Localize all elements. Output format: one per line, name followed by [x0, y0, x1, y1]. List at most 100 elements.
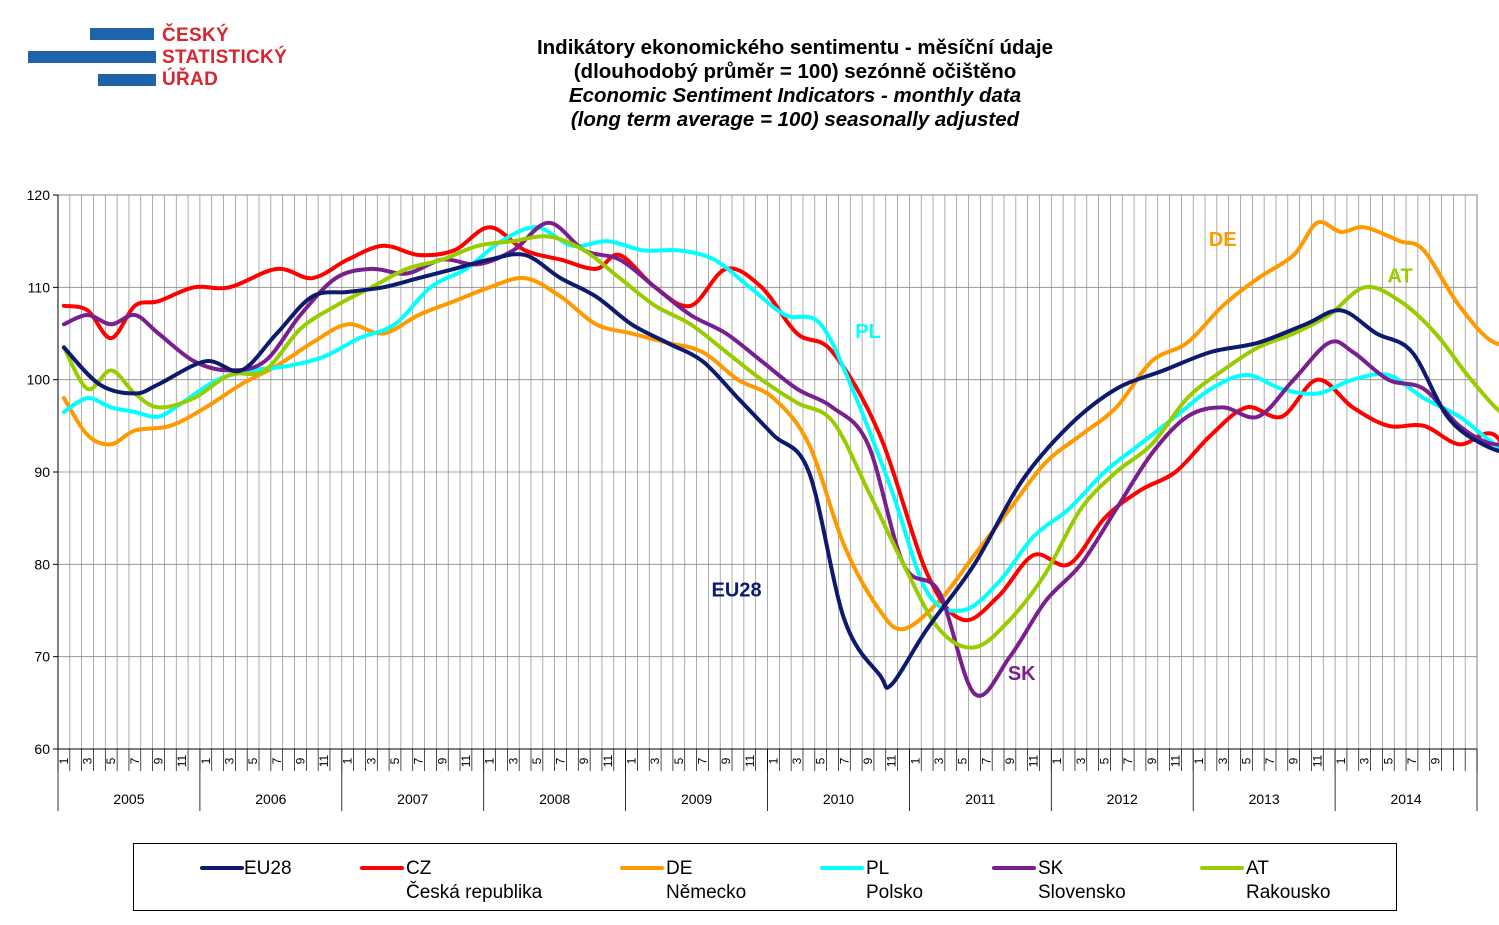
series-line-eu28: [61, 252, 1499, 690]
legend-swatch: [360, 866, 404, 870]
logo-line-1: ČESKÝ: [162, 25, 229, 46]
legend-swatch: [1200, 866, 1244, 870]
x-month-label: 1: [766, 757, 780, 764]
x-month-label: 11: [1310, 754, 1324, 767]
x-month-label: 7: [837, 757, 851, 764]
x-month-label: 11: [601, 754, 615, 767]
legend-code: DE: [666, 858, 693, 879]
x-month-label: 1: [1050, 757, 1064, 764]
x-month-label: 3: [222, 757, 236, 764]
legend-name: Německo: [666, 882, 747, 903]
title-line-3: Economic Sentiment Indicators - monthly …: [568, 84, 1022, 107]
legend-swatch: [820, 866, 864, 870]
y-tick-label: 120: [27, 187, 51, 203]
series-lines: [61, 219, 1499, 698]
legend: EU28 CZ Česká republika DE Německo PL Po…: [133, 843, 1397, 911]
y-tick-label: 100: [27, 372, 51, 388]
x-month-label: 3: [648, 757, 662, 764]
x-month-label: 3: [506, 757, 520, 764]
x-month-label: 11: [317, 754, 331, 767]
x-month-label: 1: [57, 757, 71, 764]
x-month-label: 9: [152, 757, 166, 764]
legend-code: CZ: [406, 858, 432, 879]
x-month-label: 5: [1381, 757, 1395, 764]
x-month-label: 5: [814, 757, 828, 764]
x-month-label: 9: [1287, 757, 1301, 764]
x-month-label: 7: [979, 757, 993, 764]
legend-swatch: [620, 866, 664, 870]
x-year-label: 2013: [1249, 791, 1280, 807]
x-year-label: 2009: [681, 791, 712, 807]
title-line-4: (long term average = 100) seasonally adj…: [570, 108, 1020, 131]
grid: [57, 194, 1478, 750]
y-tick-label: 70: [34, 649, 50, 665]
x-month-label: 7: [270, 757, 284, 764]
legend-code: PL: [866, 858, 890, 879]
x-year-label: 2006: [255, 791, 286, 807]
x-month-label: 11: [743, 754, 757, 767]
x-month-label: 5: [388, 757, 402, 764]
x-month-label: 11: [1168, 754, 1182, 767]
x-month-label: 9: [719, 757, 733, 764]
x-month-label: 3: [1074, 757, 1088, 764]
x-month-label: 9: [1145, 757, 1159, 764]
series-label-pl: PL: [855, 321, 881, 343]
x-month-label: 11: [885, 754, 899, 767]
x-month-label: 3: [790, 757, 804, 764]
x-month-label: 5: [1239, 757, 1253, 764]
x-year-label: 2008: [539, 791, 570, 807]
x-month-label: 9: [293, 757, 307, 764]
x-month-label: 3: [932, 757, 946, 764]
x-month-label: 5: [1098, 757, 1112, 764]
title-line-2: (dlouhodobý průměr = 100) sezónně očiště…: [573, 60, 1017, 83]
series-label-at: AT: [1388, 266, 1413, 288]
logo-line-2: STATISTICKÝ: [162, 47, 288, 68]
y-tick-label: 110: [28, 279, 51, 295]
x-month-label: 3: [364, 757, 378, 764]
title-line-1: Indikátory ekonomického sentimentu - měs…: [536, 36, 1054, 59]
series-label-sk: SK: [1008, 663, 1036, 685]
legend-name: Polsko: [866, 882, 924, 903]
series-line-de: [61, 219, 1499, 632]
legend-name: Česká republika: [406, 882, 543, 903]
x-year-label: 2005: [113, 791, 144, 807]
x-month-label: 7: [695, 757, 709, 764]
x-month-label: 1: [341, 757, 355, 764]
x-month-label: 9: [1429, 757, 1443, 764]
x-month-label: 1: [1192, 757, 1206, 764]
x-year-label: 2012: [1107, 791, 1138, 807]
x-month-label: 5: [246, 757, 260, 764]
x-month-label: 3: [1216, 757, 1230, 764]
y-tick-label: 60: [34, 741, 50, 757]
x-month-label: 11: [1027, 754, 1041, 767]
x-month-label: 9: [1003, 757, 1017, 764]
csu-logo: ČESKÝ STATISTICKÝ ÚŘAD: [28, 25, 298, 91]
x-year-label: 2014: [1390, 791, 1421, 807]
x-month-label: 7: [554, 757, 568, 764]
x-month-label: 7: [1121, 757, 1135, 764]
legend-code: AT: [1246, 858, 1269, 879]
chart-title: Indikátory ekonomického sentimentu - měs…: [330, 36, 1260, 132]
x-month-label: 1: [483, 757, 497, 764]
legend-swatch: [200, 866, 244, 870]
x-month-label: 1: [199, 757, 213, 764]
x-month-label: 7: [128, 757, 142, 764]
y-tick-label: 80: [34, 556, 50, 572]
x-month-label: 7: [1405, 757, 1419, 764]
x-month-label: 11: [459, 754, 473, 767]
x-month-label: 1: [625, 757, 639, 764]
series-labels: DEATPLEU28SKCZ: [712, 229, 1413, 685]
legend-name: Slovensko: [1038, 882, 1126, 903]
x-month-label: 1: [1334, 757, 1348, 764]
x-month-label: 5: [672, 757, 686, 764]
series-line-sk: [61, 220, 1499, 698]
x-month-label: 3: [1358, 757, 1372, 764]
y-tick-label: 90: [34, 464, 50, 480]
x-month-label: 11: [175, 754, 189, 767]
x-month-label: 7: [1263, 757, 1277, 764]
logo-bars: [28, 28, 156, 86]
x-month-label: 3: [81, 757, 95, 764]
series-line-cz: [61, 225, 1499, 623]
